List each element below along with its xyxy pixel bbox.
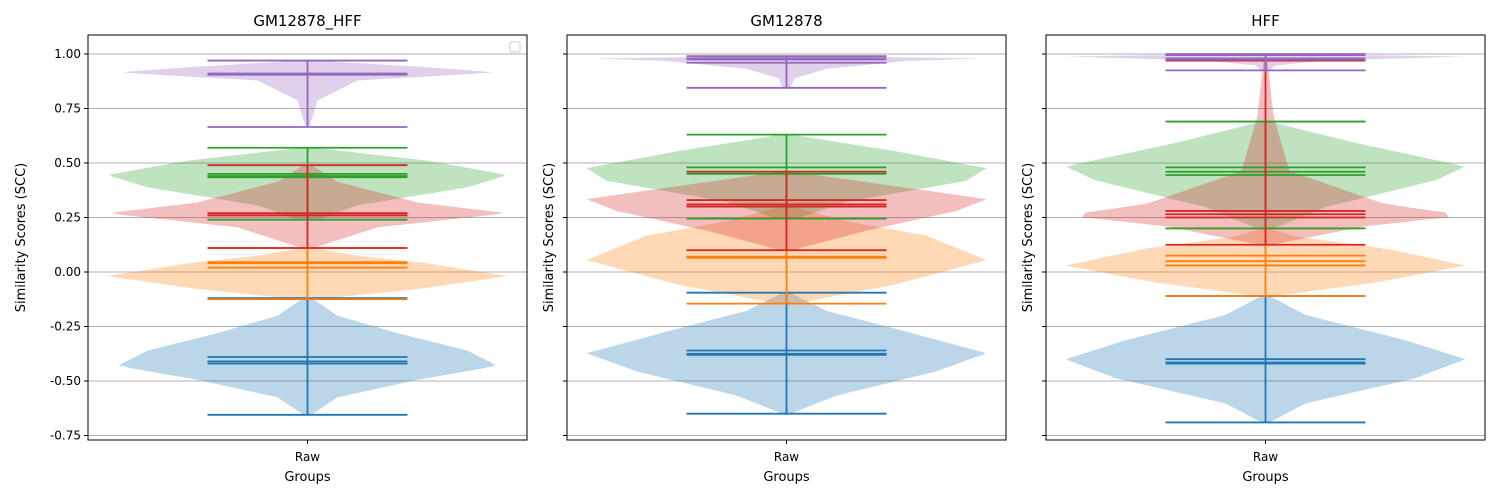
x-tick-label: Raw <box>774 450 799 464</box>
subplot-title: HFF <box>1251 12 1280 30</box>
x-axis-label: Groups <box>284 470 331 485</box>
y-tick-label: 0.50 <box>54 156 81 170</box>
x-tick-label: Raw <box>1253 450 1278 464</box>
y-tick-label: 0.25 <box>54 211 81 225</box>
subplot-3: Raw HFF Groups Similarity Scores (SCC) <box>1021 12 1486 485</box>
y-tick-label: -0.75 <box>50 429 81 443</box>
subplot-title: GM12878 <box>750 12 822 30</box>
y-tick-label: 0.75 <box>54 102 81 116</box>
x-axis-label: Groups <box>1242 470 1289 485</box>
y-axis-label: Similarity Scores (SCC) <box>14 163 29 312</box>
subplot-title: GM12878_HFF <box>253 12 361 31</box>
x-axis-label: Groups <box>763 470 810 485</box>
y-axis-label: Similarity Scores (SCC) <box>542 163 557 312</box>
legend-box <box>509 41 521 53</box>
y-tick-label: 0.00 <box>54 265 81 279</box>
y-tick-label: 1.00 <box>54 47 81 61</box>
subplot-1: -0.75 -0.50 -0.25 0.00 0.25 0.50 0.75 1.00 Raw GM… <box>14 12 528 485</box>
y-axis-label: Similarity Scores (SCC) <box>1021 163 1036 312</box>
subplot-2: Raw GM12878 Groups Similarity Scores (SCC) <box>542 12 1007 485</box>
y-tick-label: -0.25 <box>50 320 81 334</box>
y-tick-label: -0.50 <box>50 374 81 388</box>
x-tick-label: Raw <box>295 450 320 464</box>
